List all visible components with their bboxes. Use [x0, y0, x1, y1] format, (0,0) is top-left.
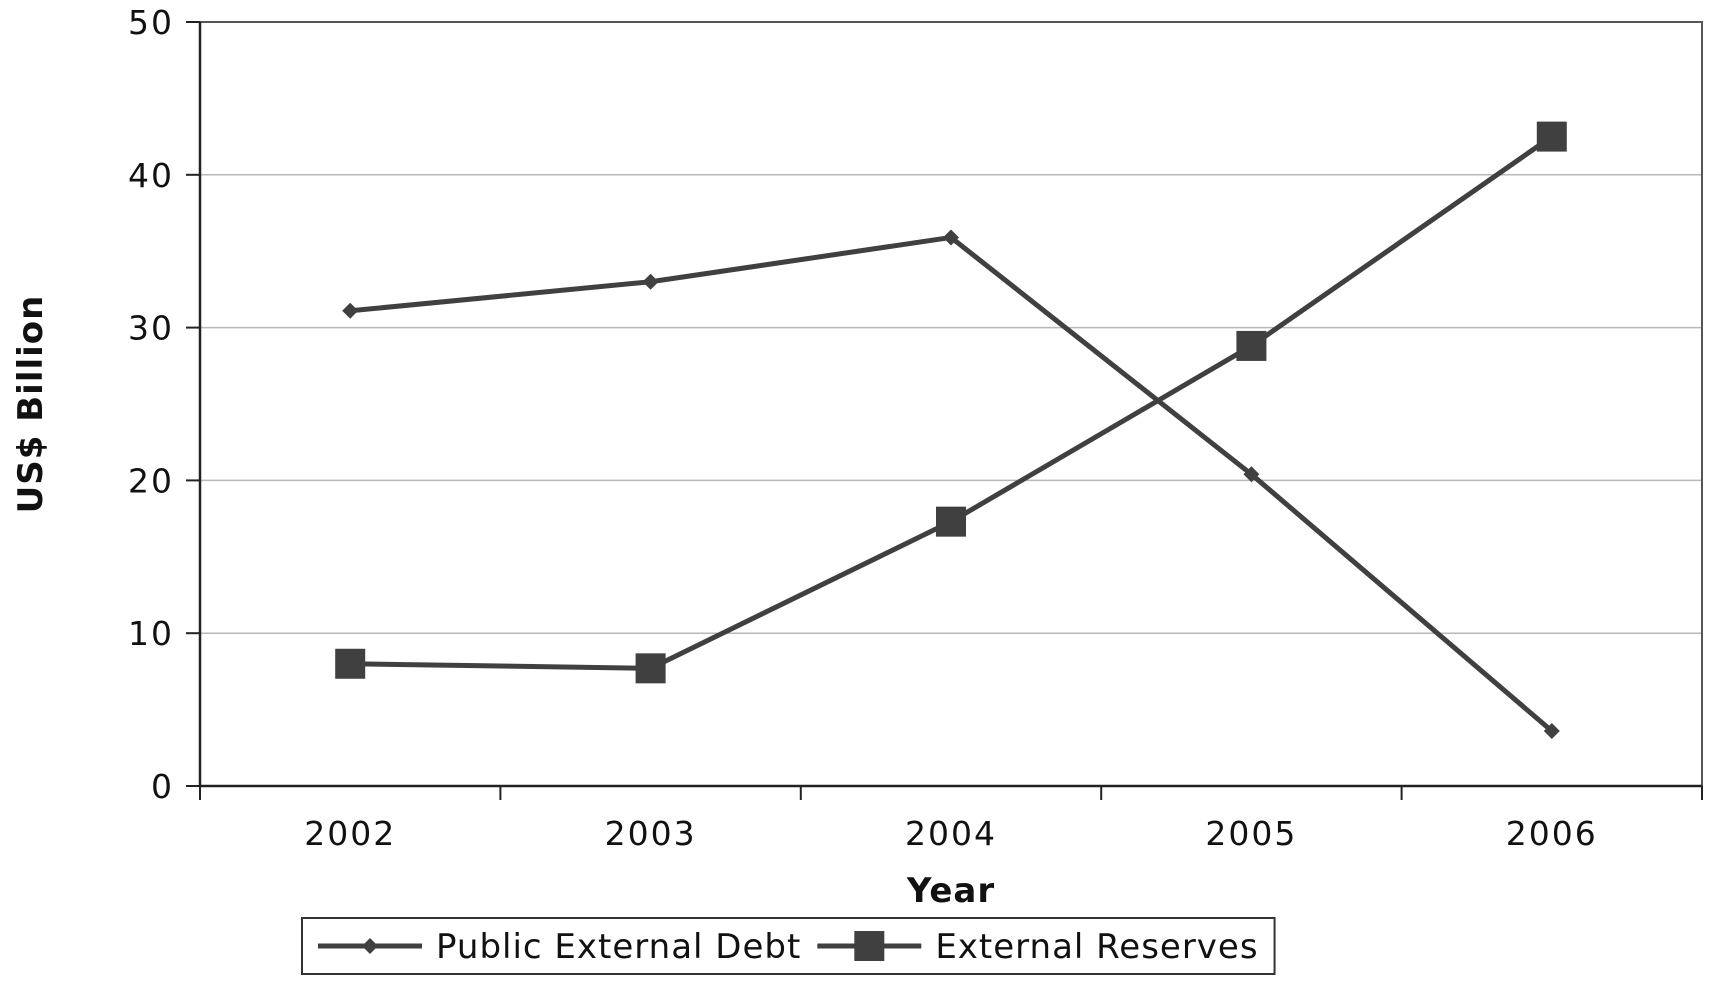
legend-label: Public External Debt [436, 927, 801, 967]
plot-frame [199, 21, 1703, 787]
series-external-reserves [335, 121, 1567, 684]
data-point-public-external-debt [1543, 722, 1560, 739]
y-axis-title: US$ Billion [11, 295, 51, 514]
legend-label: External Reserves [935, 927, 1258, 967]
data-point-external-reserves [335, 648, 366, 679]
data-point-public-external-debt [1243, 466, 1260, 483]
data-point-public-external-debt [943, 229, 959, 246]
legend-item-external-reserves: External Reserves [817, 927, 1258, 967]
legend-box [301, 917, 1276, 975]
y-tick-label: 20 [128, 461, 174, 500]
gridlines [200, 21, 1702, 634]
series-line-public-external-debt [349, 234, 1554, 733]
y-axis-ticks: 0 10 20 30 40 50 [128, 3, 200, 806]
data-point-public-external-debt [342, 302, 359, 319]
axes [198, 21, 1703, 788]
y-tick-label: 30 [128, 309, 174, 348]
data-point-public-external-debt [642, 273, 659, 290]
x-tick-label: 2003 [605, 814, 697, 853]
y-tick-label: 0 [151, 767, 174, 806]
y-tick-label: 50 [128, 3, 174, 42]
x-tick-label: 2006 [1506, 814, 1598, 853]
x-tick-label: 2004 [905, 814, 997, 853]
legend-marker-external-reserves [854, 931, 885, 961]
x-tick-label: 2002 [304, 814, 396, 853]
x-tick-label: 2005 [1205, 814, 1297, 853]
legend-marker-public-external-debt [362, 938, 378, 954]
data-point-external-reserves [1536, 121, 1567, 152]
series-group [335, 121, 1567, 739]
series-public-external-debt [342, 229, 1560, 739]
series-line-external-reserves [350, 134, 1554, 671]
data-point-external-reserves [1236, 330, 1267, 361]
y-tick-label: 10 [128, 614, 174, 653]
data-point-external-reserves [936, 506, 966, 537]
data-point-external-reserves [635, 653, 666, 684]
x-axis-ticks: 2002 2003 2004 2005 2006 [199, 786, 1703, 853]
y-tick-label: 40 [128, 156, 174, 195]
legend-item-public-external-debt: Public External Debt [318, 927, 801, 967]
legend: Public External Debt External Reserves [301, 917, 1276, 975]
x-axis-title: Year [906, 871, 995, 911]
